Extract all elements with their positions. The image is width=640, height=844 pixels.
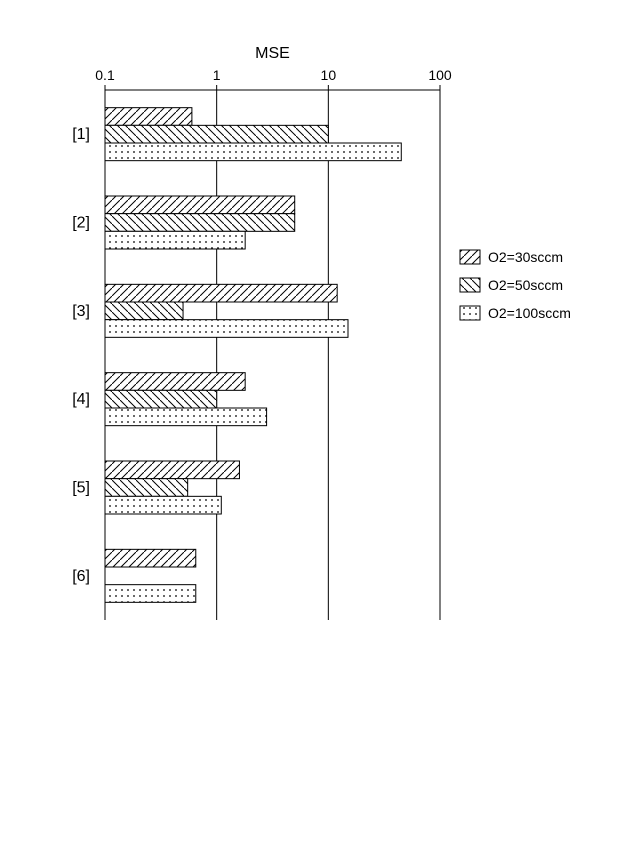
category-label: [4]	[72, 391, 90, 408]
chart-svg: 0.1 1 10 100 MSE [1] [2] [3] [4] [5] [6] O2=30sccm O…	[0, 0, 640, 844]
x-tick-label: 100	[428, 67, 452, 83]
legend-swatch	[460, 306, 480, 320]
bar	[105, 214, 295, 232]
bar	[105, 196, 295, 214]
mse-bar-chart: 0.1 1 10 100 MSE [1] [2] [3] [4] [5] [6] O2=30sccm O…	[0, 0, 640, 844]
bar	[105, 320, 348, 338]
bar	[105, 496, 221, 514]
x-tick-label: 0.1	[95, 67, 115, 83]
category-label: [5]	[72, 480, 90, 497]
bar	[105, 390, 217, 408]
bar	[105, 479, 188, 497]
category-label: [6]	[72, 568, 90, 585]
legend-label: O2=50sccm	[488, 277, 563, 293]
chart-title: MSE	[255, 45, 290, 62]
bar	[105, 408, 267, 426]
legend-label: O2=30sccm	[488, 249, 563, 265]
legend-swatch	[460, 250, 480, 264]
category-label: [2]	[72, 215, 90, 232]
legend-swatch	[460, 278, 480, 292]
bar	[105, 585, 196, 603]
legend-label: O2=100sccm	[488, 305, 571, 321]
bar	[105, 461, 239, 479]
bar	[105, 284, 337, 302]
x-tick-label: 1	[213, 67, 221, 83]
x-tick-label: 10	[321, 67, 337, 83]
bar	[105, 125, 328, 143]
category-label: [3]	[72, 303, 90, 320]
bar	[105, 549, 196, 567]
bar	[105, 373, 245, 391]
category-label: [1]	[72, 126, 90, 143]
bar	[105, 108, 192, 126]
bar	[105, 231, 245, 249]
bar	[105, 302, 183, 320]
bar	[105, 143, 401, 161]
